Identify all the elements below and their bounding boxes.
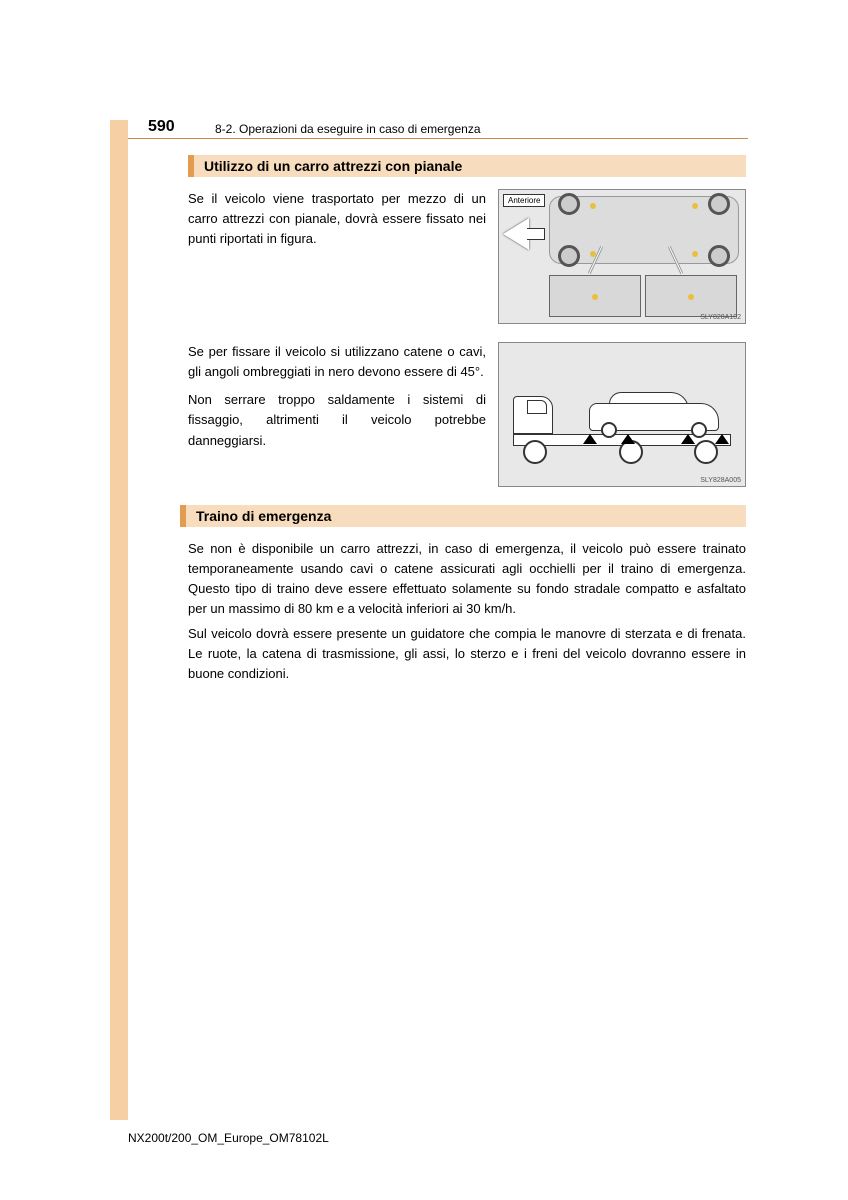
figure2-container: SLY828A005 xyxy=(498,342,746,487)
angle-marker xyxy=(621,434,635,444)
figure2-code: SLY828A005 xyxy=(700,477,741,484)
tiedown-point xyxy=(692,251,698,257)
truck-wheel xyxy=(523,440,547,464)
wheel-icon xyxy=(708,245,730,267)
angle-marker xyxy=(681,434,695,444)
figure1-code: SLY828A102 xyxy=(700,314,741,321)
section1-text1: Se il veicolo viene trasportato per mezz… xyxy=(188,189,486,257)
tiedown-point xyxy=(692,203,698,209)
page-number: 590 xyxy=(148,118,175,136)
car-wheel xyxy=(601,422,617,438)
figure-truck-car: SLY828A005 xyxy=(498,342,746,487)
truck-window xyxy=(527,400,547,414)
arrow-icon xyxy=(503,218,529,250)
tiedown-point xyxy=(592,294,598,300)
section1-text2: Se per fissare il veicolo si utilizzano … xyxy=(188,342,486,459)
content-area: Utilizzo di un carro attrezzi con pianal… xyxy=(188,155,746,688)
arrow-stem xyxy=(527,228,545,240)
detail-inset-left xyxy=(549,275,641,317)
header-rule xyxy=(128,138,748,139)
section1-para1: Se il veicolo viene trasportato per mezz… xyxy=(188,189,486,249)
tiedown-point xyxy=(590,203,596,209)
section1-para3: Non serrare troppo saldamente i sistemi … xyxy=(188,390,486,450)
angle-marker xyxy=(715,434,729,444)
left-margin-bar xyxy=(110,120,128,1120)
vehicle-underside xyxy=(549,196,739,264)
wheel-icon xyxy=(558,193,580,215)
section1-row1: Se il veicolo viene trasportato per mezz… xyxy=(188,189,746,324)
section1-row2: Se per fissare il veicolo si utilizzano … xyxy=(188,342,746,487)
figure1-label: Anteriore xyxy=(503,194,545,207)
section1-para2: Se per fissare il veicolo si utilizzano … xyxy=(188,342,486,382)
section2-text: Se non è disponibile un carro attrezzi, … xyxy=(188,539,746,684)
tiedown-point xyxy=(688,294,694,300)
wheel-icon xyxy=(708,193,730,215)
section2-para1: Se non è disponibile un carro attrezzi, … xyxy=(188,539,746,620)
footer-text: NX200t/200_OM_Europe_OM78102L xyxy=(128,1131,329,1145)
figure-flatbed-tiedown: Anteriore xyxy=(498,189,746,324)
wheel-icon xyxy=(558,245,580,267)
section2-header: Traino di emergenza xyxy=(180,505,746,527)
section1-header: Utilizzo di un carro attrezzi con pianal… xyxy=(188,155,746,177)
detail-inset-right xyxy=(645,275,737,317)
section2-para2: Sul veicolo dovrà essere presente un gui… xyxy=(188,624,746,684)
figure1-container: Anteriore xyxy=(498,189,746,324)
angle-marker xyxy=(583,434,597,444)
chapter-title: 8-2. Operazioni da eseguire in caso di e… xyxy=(215,122,481,136)
